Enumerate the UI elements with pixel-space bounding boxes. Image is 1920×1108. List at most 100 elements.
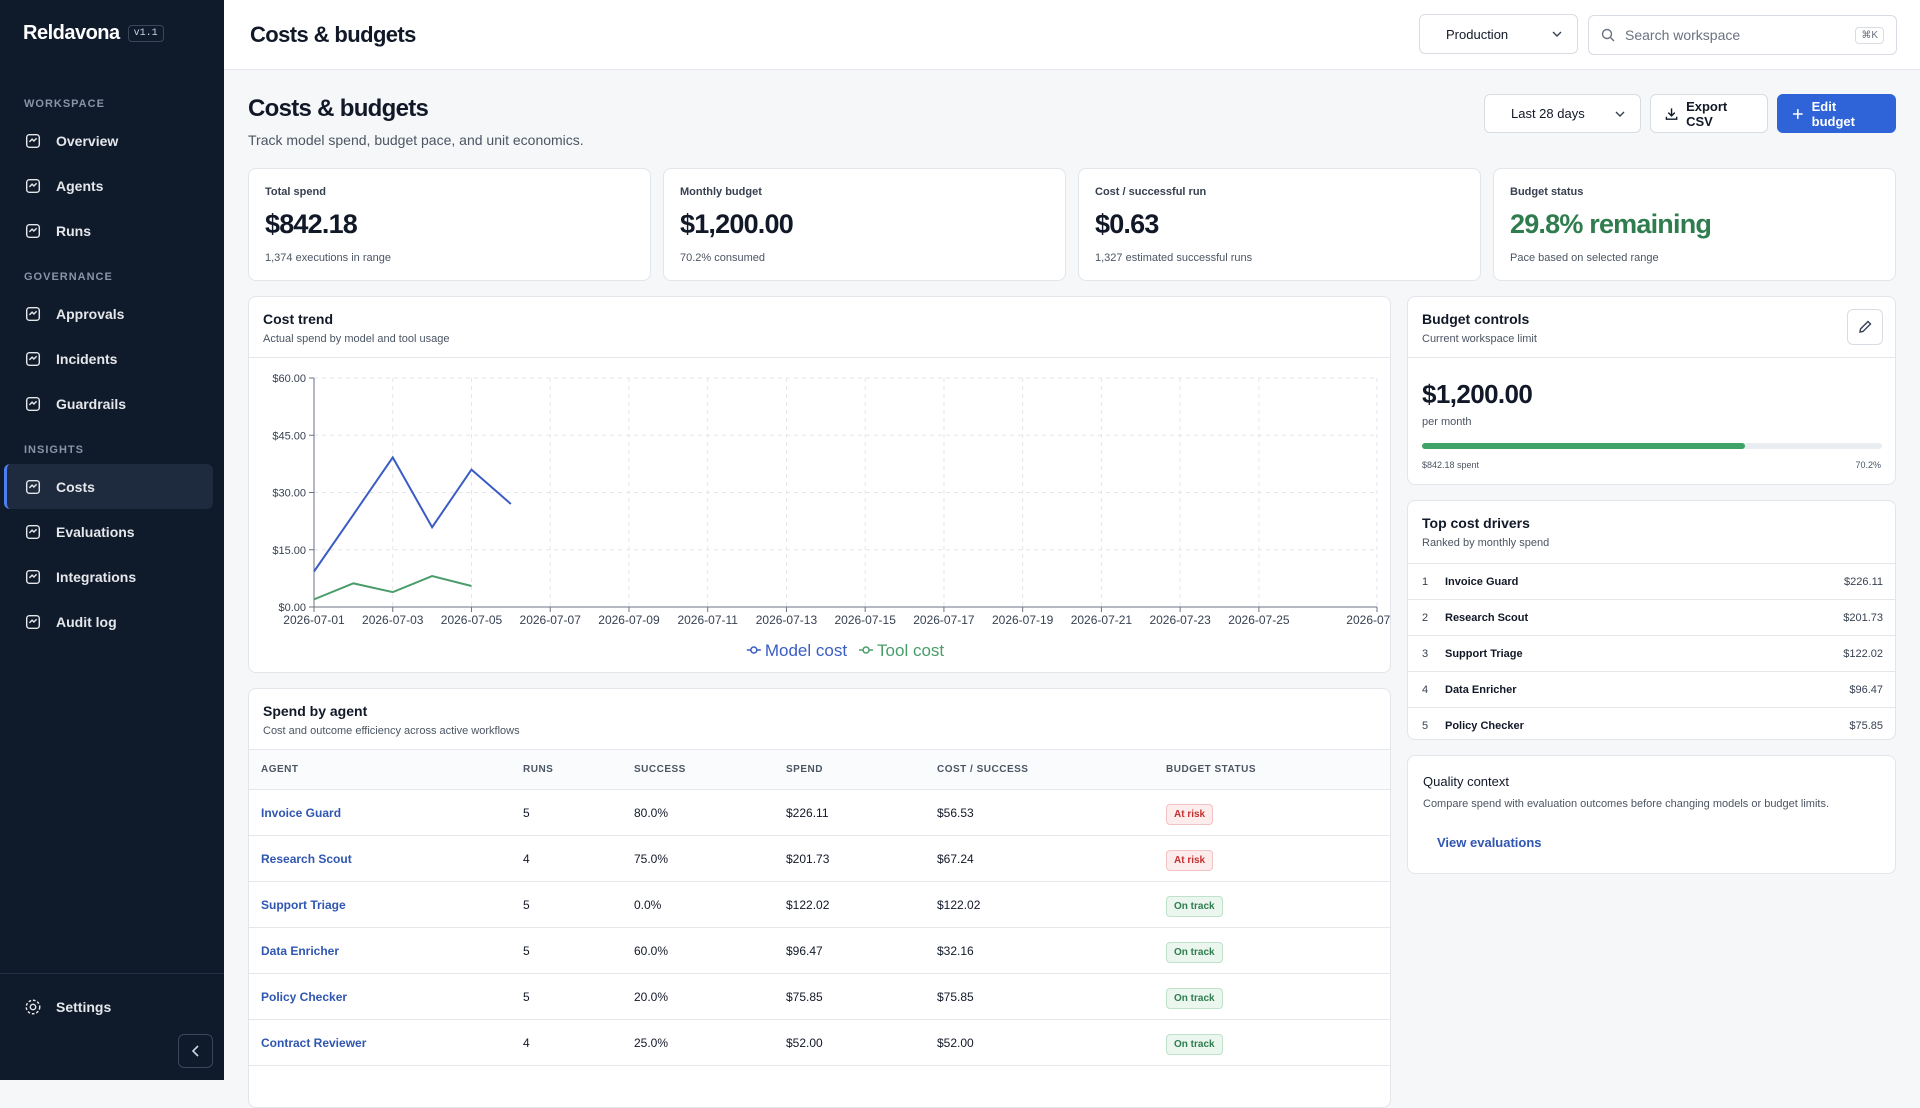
agent-link[interactable]: Data Enricher bbox=[261, 943, 340, 958]
header-title: Costs & budgets bbox=[250, 22, 416, 47]
status-badge: On track bbox=[1166, 1033, 1223, 1055]
icon bbox=[25, 178, 41, 193]
search[interactable]: Search workspace ⌘K bbox=[1588, 15, 1897, 55]
icon-shape bbox=[25, 614, 41, 629]
environment-select[interactable]: Production bbox=[1419, 14, 1578, 54]
environment: Production bbox=[1446, 26, 1509, 42]
table-cell: $122.02 bbox=[936, 881, 1165, 928]
kpi-label: Total spend bbox=[265, 186, 326, 198]
icon-shape bbox=[28, 355, 38, 360]
nav-item[interactable]: Approvals bbox=[4, 291, 213, 336]
edit-budget-button[interactable]: Edit budget bbox=[1777, 94, 1896, 133]
agent-link[interactable]: Invoice Guard bbox=[261, 805, 342, 820]
nav-item[interactable]: Settings bbox=[4, 984, 213, 1029]
table-cell: 4 bbox=[522, 835, 633, 882]
icon-shape bbox=[28, 400, 38, 405]
agent-link[interactable]: Contract Reviewer bbox=[261, 1035, 367, 1050]
agent-link[interactable]: Support Triage bbox=[261, 897, 346, 912]
driver-row: 5 Policy Checker $75.85 bbox=[1408, 707, 1895, 739]
legend-label: Model cost bbox=[765, 641, 847, 660]
spend-table-card: Spend by agent Cost and outcome efficienc… bbox=[248, 688, 1391, 1108]
nav-section: GOVERNANCE bbox=[24, 271, 113, 283]
edit-icon-button[interactable] bbox=[1847, 309, 1883, 345]
table-cell: Invoice Guard bbox=[249, 789, 522, 836]
driver-row: 3 Support Triage $122.02 bbox=[1408, 635, 1895, 671]
x-tick-label: 2026-07-05 bbox=[441, 613, 503, 627]
table-cell: On track bbox=[1165, 927, 1390, 974]
table-cell: $226.11 bbox=[785, 789, 936, 836]
kpi-value: $842.18 bbox=[265, 209, 358, 239]
driver-name: Invoice Guard bbox=[1445, 575, 1519, 588]
nav-item[interactable]: Integrations bbox=[4, 554, 213, 599]
icon-shape bbox=[25, 479, 41, 494]
shortcut: ⌘K bbox=[1855, 26, 1884, 44]
table-cell: $52.00 bbox=[785, 1019, 936, 1066]
nav-item[interactable]: Incidents bbox=[4, 336, 213, 381]
icon-shape bbox=[25, 178, 41, 193]
x-tick-label: 2026-07-01 bbox=[283, 613, 345, 627]
cell-text: $201.73 bbox=[786, 851, 830, 866]
data-line bbox=[313, 455, 512, 573]
cell-text: 5 bbox=[523, 897, 530, 912]
quality-card: Quality context Compare spend with evalu… bbox=[1407, 755, 1896, 874]
nav-item[interactable]: Guardrails bbox=[4, 381, 213, 426]
agent-link[interactable]: Policy Checker bbox=[261, 989, 348, 1004]
table-row: Support Triage 5 0.0% $122.02 $122.02 On trac… bbox=[249, 881, 1390, 928]
table-body: Invoice Guard 5 80.0% $226.11 $56.53 At risk R… bbox=[249, 789, 1390, 1066]
card-header: Spend by agent Cost and outcome efficienc… bbox=[263, 703, 520, 737]
nav-item[interactable]: Overview bbox=[4, 118, 213, 163]
nav-item[interactable]: Evaluations bbox=[4, 509, 213, 554]
table-cell: At risk bbox=[1165, 789, 1390, 836]
nav-item[interactable]: Agents bbox=[4, 163, 213, 208]
driver-spend: $96.47 bbox=[1849, 683, 1883, 696]
budget-title: Budget controls bbox=[1422, 311, 1530, 327]
sidebar: Reldavona v1.1 WORKSPACE Overview Agents Run… bbox=[0, 0, 224, 1080]
nav-label: Runs bbox=[56, 222, 91, 239]
progress-fill bbox=[1422, 443, 1745, 449]
nav-item[interactable]: Audit log bbox=[4, 599, 213, 644]
table-cell: $122.02 bbox=[785, 881, 936, 928]
cell-text: 4 bbox=[523, 851, 530, 866]
table-cell: Data Enricher bbox=[249, 927, 522, 974]
kpi-value: 29.8% remaining bbox=[1510, 209, 1712, 239]
table-cell: $201.73 bbox=[785, 835, 936, 882]
x-tick-label: 2026-07-17 bbox=[913, 613, 975, 627]
cell-text: 4 bbox=[523, 1035, 530, 1050]
x-tick-label: 2026-07-03 bbox=[362, 613, 424, 627]
icon-shape bbox=[28, 182, 38, 187]
status-badge: At risk bbox=[1166, 803, 1214, 825]
range-select[interactable]: Last 28 days bbox=[1484, 94, 1641, 133]
export-button[interactable]: Export CSV bbox=[1650, 94, 1768, 133]
kpi-note: Pace based on selected range bbox=[1510, 252, 1659, 264]
collapse-button[interactable] bbox=[178, 1034, 213, 1068]
nav-item[interactable]: Runs bbox=[4, 208, 213, 253]
quality-link[interactable]: View evaluations bbox=[1437, 835, 1542, 850]
legend-swatch bbox=[750, 646, 758, 654]
nav-item[interactable]: Costs bbox=[4, 464, 213, 509]
progress-track bbox=[1422, 443, 1882, 449]
cell-text: 5 bbox=[523, 989, 530, 1004]
version: v1.1 bbox=[127, 25, 164, 42]
column-header: BUDGET STATUS bbox=[1165, 749, 1390, 790]
driver-rank: 3 bbox=[1422, 647, 1429, 660]
brand[interactable]: Reldavona v1.1 bbox=[23, 22, 164, 45]
table-cell: $56.53 bbox=[936, 789, 1165, 836]
column-header: SUCCESS bbox=[633, 749, 785, 790]
table-cell: $96.47 bbox=[785, 927, 936, 974]
agent-link[interactable]: Research Scout bbox=[261, 851, 352, 866]
driver-row: 2 Research Scout $201.73 bbox=[1408, 599, 1895, 635]
icon-shape bbox=[25, 524, 41, 539]
nav-section: WORKSPACE bbox=[24, 98, 105, 110]
divider bbox=[249, 357, 1390, 358]
y-tick-label: $15.00 bbox=[272, 545, 306, 557]
driver-spend: $201.73 bbox=[1843, 611, 1883, 624]
kpi-card: Monthly budget $1,200.00 70.2% consumed bbox=[663, 168, 1066, 281]
nav-section: INSIGHTS bbox=[24, 444, 84, 456]
table-cell: $52.00 bbox=[936, 1019, 1165, 1066]
brand-name: Reldavona bbox=[23, 22, 120, 44]
table-row: Policy Checker 5 20.0% $75.85 $75.85 On track bbox=[249, 973, 1390, 1020]
cell-text: $52.00 bbox=[786, 1035, 823, 1050]
card-header: Budget controls Current workspace limit bbox=[1422, 311, 1537, 345]
main: Costs & budgets Track model spend, budge… bbox=[224, 70, 1920, 1108]
